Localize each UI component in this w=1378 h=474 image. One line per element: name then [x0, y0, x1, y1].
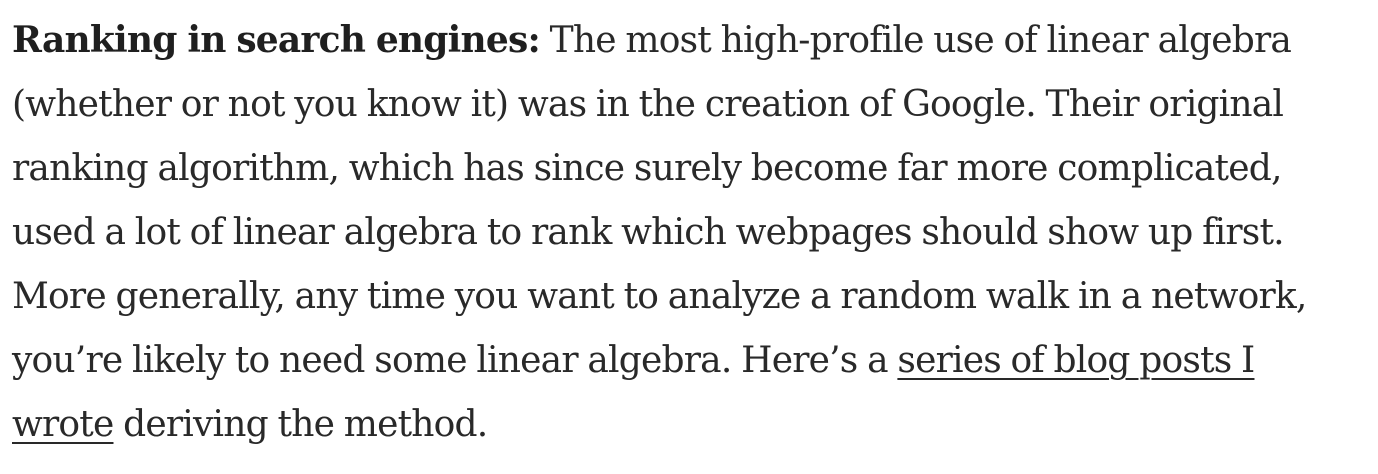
paragraph-line-6: you’re likely to need some linear algebr…	[12, 329, 1372, 393]
paragraph-line-4: used a lot of linear algebra to rank whi…	[12, 212, 1285, 253]
paragraph-line-2: (whether or not you know it) was in the …	[12, 84, 1284, 125]
lead-heading: Ranking in search engines:	[12, 19, 541, 61]
paragraph-text: you’re likely to need some linear algebr…	[12, 340, 898, 381]
paragraph-line-1: Ranking in search engines: The most high…	[12, 8, 1372, 73]
blog-posts-link-continued[interactable]: wrote	[12, 404, 114, 445]
paragraph: Ranking in search engines: The most high…	[12, 8, 1372, 457]
paragraph-text: The most high-profile use of linear alge…	[539, 20, 1292, 61]
article-body: Ranking in search engines: The most high…	[12, 8, 1372, 457]
paragraph-text: deriving the method.	[113, 404, 488, 445]
paragraph-line-7: wrote deriving the method.	[12, 393, 1372, 457]
blog-posts-link[interactable]: series of blog posts I	[897, 340, 1255, 381]
paragraph-line-5: More generally, any time you want to ana…	[12, 276, 1307, 317]
paragraph-line-3: ranking algorithm, which has since surel…	[12, 148, 1282, 189]
